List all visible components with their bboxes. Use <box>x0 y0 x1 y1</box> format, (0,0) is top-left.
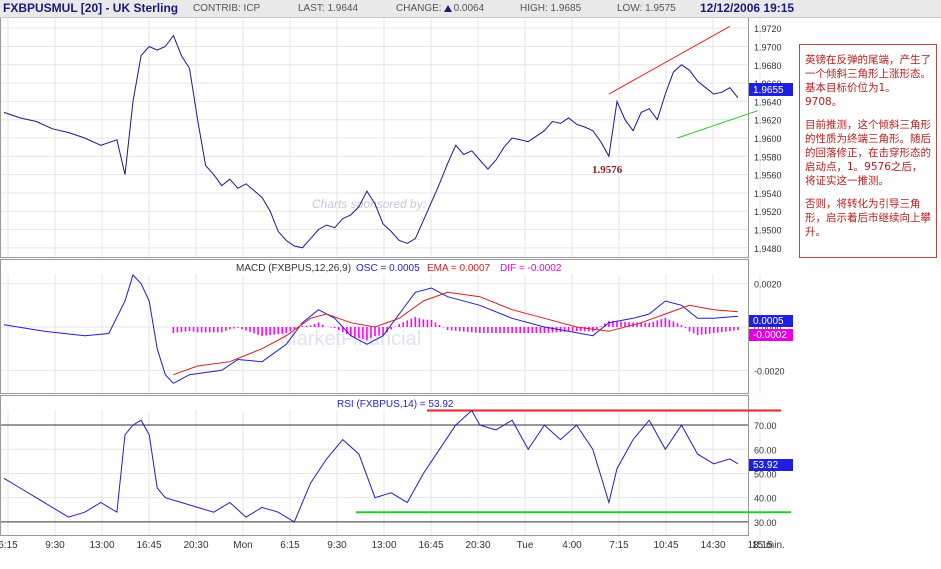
rsi-title: RSI (FXBPUS,14) = 53.92 <box>337 399 454 410</box>
rsi-y-tick-label: 60.00 <box>754 445 777 455</box>
macd-dif: DIF = -0.0002 <box>500 263 562 274</box>
symbol-title: FXBPUSMUL [20] - UK Sterling <box>3 1 179 15</box>
signal-line <box>173 291 738 376</box>
main-y-tick-label: 1.9560 <box>754 171 782 181</box>
change: CHANGE: 0.0064 <box>396 3 484 14</box>
rsi-tag: 53.92 <box>753 460 778 471</box>
rsi-panel: RSI (FXBPUS,14) = 53.92 70.00 60.00 50.00 4… <box>0 395 793 536</box>
x-tick-label: 10:45 <box>653 540 678 551</box>
rsi-y-tick-label: 50.00 <box>754 469 777 479</box>
rsi-panel-frame <box>0 395 749 536</box>
x-axis-unit: 15 min. <box>752 540 785 551</box>
main-y-tick-label: 1.9620 <box>754 116 782 126</box>
main-y-tick-label: 1.9720 <box>754 24 782 34</box>
lower-trendline <box>677 110 759 139</box>
rsi-y-tick-label: 70.00 <box>754 421 777 431</box>
macd-y-tick-label: -0.0020 <box>754 366 785 376</box>
commentary-p2: 目前推测，这个倾斜三角形的性质为终端三角形。随后的回落修正，在击穿形态的启动点，… <box>805 119 931 187</box>
main-y-tick-label: 1.9520 <box>754 207 782 217</box>
x-tick-label: 9:30 <box>45 540 65 551</box>
main-y-axis: 1.97201.97001.96801.96601.96401.96201.96… <box>754 24 782 254</box>
macd-dif-tag-bg <box>749 329 793 341</box>
rsi-tag-bg <box>749 459 793 471</box>
contrib-label: CONTRIB: ICP <box>193 3 261 14</box>
high-price: HIGH: 1.9685 <box>520 3 582 14</box>
macd-y-axis: 0.0020 0.0000 -0.0020 <box>754 280 785 377</box>
x-tick-label: Tue <box>517 540 534 551</box>
macd-title: MACD (FXBPUS,12,26,9) <box>236 263 351 274</box>
x-tick-label: 6:15 <box>280 540 300 551</box>
x-tick-label: 20:30 <box>183 540 208 551</box>
x-tick-label: Mon <box>233 540 252 551</box>
main-y-tick-label: 1.9580 <box>754 152 782 162</box>
last-price-tag-bg <box>749 83 793 96</box>
x-tick-label: 20:30 <box>465 540 490 551</box>
main-y-tick-label: 1.9540 <box>754 189 782 199</box>
macd-panel: MACD (FXBPUS,12,26,9) OSC = 0.0005 EMA =… <box>0 259 793 394</box>
macd-osc: OSC = 0.0005 <box>356 263 420 274</box>
last-price: LAST: 1.9644 <box>298 3 359 14</box>
main-grid <box>1 18 761 257</box>
macd-osc-tag: 0.0005 <box>753 316 784 327</box>
main-y-tick-label: 1.9700 <box>754 42 782 52</box>
x-tick-label: 9:30 <box>327 540 347 551</box>
macd-histogram <box>172 316 739 341</box>
main-y-tick-label: 1.9480 <box>754 244 782 254</box>
commentary-p3: 否则，将转化为引导三角形，启示着后市继续向上攀升。 <box>805 198 931 238</box>
watermark-text: Charts sponsored by: <box>312 197 426 211</box>
x-tick-label: 18:15 <box>747 540 772 551</box>
x-tick-label: 13:00 <box>89 540 114 551</box>
x-axis: 6:15 9:30 13:00 16:45 20:30 Mon 6:15 9:30 13:00 1… <box>0 540 773 551</box>
macd-y-tick-label: 0.0020 <box>754 280 782 290</box>
main-panel: Charts sponsored by: 1.9720 1.9700 1.9680 1… <box>0 17 793 258</box>
datetime: 12/12/2006 19:15 <box>700 1 795 15</box>
price-line <box>3 34 739 249</box>
macd-osc-tag-bg <box>749 315 793 327</box>
last-price-tag: 1.9655 <box>753 85 784 96</box>
low-annotation: 1.9576 <box>592 164 623 176</box>
x-tick-label: 16:45 <box>136 540 161 551</box>
main-y-tick-label: 1.9500 <box>754 226 782 236</box>
rsi-y-tick-label: 30.00 <box>754 518 777 528</box>
macd-line <box>3 274 738 384</box>
main-y-tick-label: 1.9600 <box>754 134 782 144</box>
macd-dif-tag: -0.0002 <box>753 330 787 341</box>
macd-y-tick-label: 0.0000 <box>754 323 782 333</box>
up-triangle-icon <box>443 5 452 12</box>
rsi-y-tick-label: 40.00 <box>754 494 777 504</box>
x-tick-label: 16:45 <box>418 540 443 551</box>
macd-watermark: MarketFinancial <box>280 328 421 350</box>
main-y-tick-label: 1.9680 <box>754 61 782 71</box>
macd-ema: EMA = 0.0007 <box>427 263 491 274</box>
low-price: LOW: 1.9575 <box>617 3 676 14</box>
x-tick-label: 4:00 <box>562 540 582 551</box>
commentary-p1: 英镑在反弹的尾端，产生了一个倾斜三角形上涨形态。基本目标价位为1。9708。 <box>805 54 931 108</box>
main-y-tick-label: 1.9640 <box>754 97 782 107</box>
rsi-line <box>3 409 739 523</box>
quote-header: FXBPUSMUL [20] - UK Sterling CONTRIB: IC… <box>0 0 941 18</box>
change-value: 0.0064 <box>453 3 485 14</box>
x-tick-label: 13:00 <box>371 540 396 551</box>
x-tick-label: 6:15 <box>0 540 18 551</box>
change-label: CHANGE: <box>396 3 442 14</box>
commentary-box: 英镑在反弹的尾端，产生了一个倾斜三角形上涨形态。基本目标价位为1。9708。 目… <box>799 44 937 258</box>
upper-trendline <box>608 25 731 95</box>
x-tick-label: 14:30 <box>700 540 725 551</box>
rsi-y-axis: 70.00 60.00 50.00 40.00 30.00 <box>754 421 777 528</box>
x-tick-label: 7:15 <box>609 540 629 551</box>
rsi-grid <box>1 410 761 535</box>
